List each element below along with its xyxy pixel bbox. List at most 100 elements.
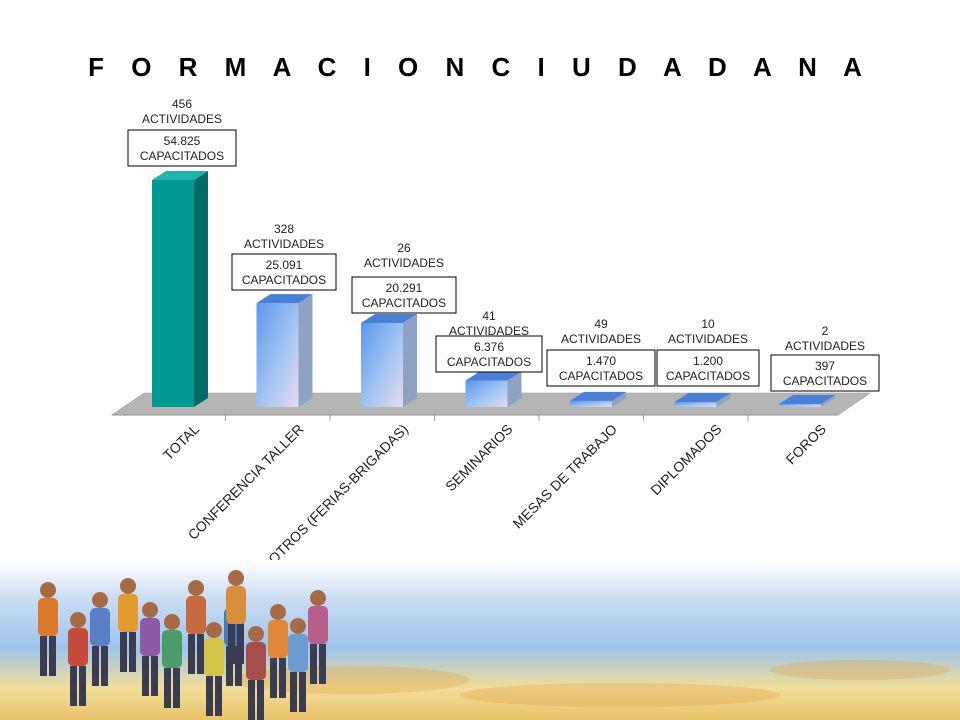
- bar-5: [570, 391, 626, 407]
- bar-side: [507, 371, 522, 407]
- person-body: [288, 634, 308, 672]
- person-leg: [197, 634, 204, 674]
- person-leg: [215, 676, 222, 716]
- bar-top: [256, 294, 313, 304]
- person-leg: [92, 646, 99, 686]
- person-body: [204, 638, 224, 676]
- activities-word-label: ACTIVIDADES: [561, 332, 641, 346]
- activities-count-label: 49: [594, 317, 608, 331]
- bar-side: [716, 393, 731, 407]
- person-body: [38, 598, 58, 636]
- capacitados-box: [656, 349, 760, 387]
- bar-top: [779, 395, 835, 404]
- person-leg: [79, 666, 86, 706]
- activities-count-label: 456: [172, 97, 192, 111]
- bar-front: [256, 303, 299, 407]
- bar-front: [674, 402, 717, 407]
- person-body: [308, 606, 328, 644]
- capacitados-box: [546, 349, 656, 387]
- activities-count-label: 10: [701, 317, 715, 331]
- person-head: [70, 612, 86, 628]
- person-head: [142, 602, 158, 618]
- person-leg: [142, 656, 149, 696]
- person-leg: [310, 644, 317, 684]
- capacitados-box: [231, 253, 337, 291]
- person-leg: [248, 680, 255, 720]
- person-body: [162, 630, 182, 668]
- bar-front: [570, 400, 612, 407]
- person-body: [268, 620, 288, 658]
- person-leg: [299, 672, 306, 712]
- x-tick-label: TOTAL: [160, 421, 202, 463]
- person-head: [164, 614, 180, 630]
- activities-word-label: ACTIVIDADES: [785, 339, 865, 353]
- bar-front: [779, 404, 821, 407]
- activities-count-label: 41: [482, 309, 496, 323]
- person-leg: [228, 624, 235, 664]
- people-illustration: [0, 560, 960, 720]
- person-body: [118, 594, 138, 632]
- person-head: [120, 578, 136, 594]
- person-leg: [319, 644, 326, 684]
- capacitados-word-label: CAPACITADOS: [666, 369, 750, 383]
- person-body: [186, 596, 206, 634]
- crowd-figures: [38, 570, 328, 720]
- bar-7: [779, 395, 835, 407]
- capacitados-box: [435, 335, 543, 373]
- bar-top: [465, 371, 522, 381]
- capacitados-count-label: 6.376: [474, 340, 504, 354]
- bar-front: [152, 180, 194, 407]
- activities-word-label: ACTIVIDADES: [364, 256, 444, 270]
- bar-3: [361, 313, 417, 407]
- x-tick-label: CONFERENCIA TALLER: [185, 421, 307, 543]
- activities-count-label: 328: [274, 222, 294, 236]
- activities-count-label: 2: [822, 324, 829, 338]
- person-leg: [188, 634, 195, 674]
- activities-word-label: ACTIVIDADES: [449, 324, 529, 338]
- x-tick-label: DIPLOMADOS: [647, 421, 724, 498]
- bars: [152, 171, 835, 407]
- person-leg: [129, 632, 136, 672]
- x-tick-label: SEMINARIOS: [442, 421, 515, 494]
- activities-word-label: ACTIVIDADES: [668, 332, 748, 346]
- person-leg: [235, 646, 242, 686]
- person-leg: [120, 632, 127, 672]
- person-leg: [206, 676, 213, 716]
- capacitados-word-label: CAPACITADOS: [362, 296, 446, 310]
- bar-side: [403, 313, 417, 407]
- capacitados-count-label: 1.200: [693, 354, 723, 368]
- chart-title: F O R M A C I O N C I U D A D A N A: [88, 52, 872, 82]
- person-head: [248, 626, 264, 642]
- person-leg: [164, 668, 171, 708]
- person-body: [226, 586, 246, 624]
- capacitados-word-label: CAPACITADOS: [559, 369, 643, 383]
- capacitados-box: [770, 354, 880, 392]
- bar-top: [674, 393, 731, 403]
- bar-4: [465, 371, 522, 407]
- person-leg: [101, 646, 108, 686]
- person-body: [68, 628, 88, 666]
- person-leg: [49, 636, 56, 676]
- person-body: [140, 618, 160, 656]
- person-body: [90, 608, 110, 646]
- capacitados-word-label: CAPACITADOS: [140, 149, 224, 163]
- bar-front: [465, 380, 508, 407]
- person-leg: [270, 658, 277, 698]
- person-leg: [151, 656, 158, 696]
- capacitados-count-label: 54.825: [164, 134, 201, 148]
- bar-2: [256, 294, 313, 407]
- person-leg: [279, 658, 286, 698]
- bar-top: [152, 171, 208, 180]
- person-leg: [70, 666, 77, 706]
- bar-side: [821, 395, 835, 407]
- person-head: [290, 618, 306, 634]
- person-leg: [290, 672, 297, 712]
- person-leg: [173, 668, 180, 708]
- capacitados-count-label: 1.470: [586, 354, 616, 368]
- bar-side: [194, 171, 208, 407]
- bar-top: [361, 313, 417, 323]
- person-head: [310, 590, 326, 606]
- activities-word-label: ACTIVIDADES: [244, 237, 324, 251]
- person-head: [228, 570, 244, 586]
- capacitados-count-label: 397: [815, 359, 835, 373]
